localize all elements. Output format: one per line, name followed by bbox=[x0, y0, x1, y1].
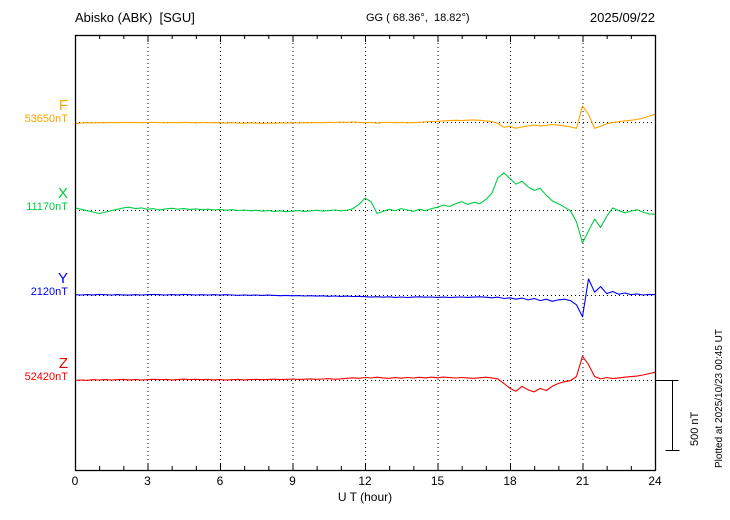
x-axis-title: U T (hour) bbox=[337, 490, 393, 504]
trace-f bbox=[74, 105, 656, 129]
series-label-x: X 11170nT bbox=[0, 186, 68, 214]
x-tick-label: 15 bbox=[430, 474, 445, 488]
plot-border bbox=[74, 34, 657, 472]
x-tick-label: 6 bbox=[216, 474, 224, 488]
x-tick-label: 21 bbox=[575, 474, 590, 488]
scale-bar-label: 500 nT bbox=[689, 411, 701, 446]
series-baseline-value: 52420nT bbox=[24, 371, 68, 383]
trace-x bbox=[74, 172, 656, 244]
series-letter: Y bbox=[57, 270, 68, 287]
series-label-z: Z 52420nT bbox=[0, 356, 68, 384]
series-letter: F bbox=[58, 97, 68, 114]
x-tick-label: 18 bbox=[503, 474, 517, 488]
x-tick-label: 0 bbox=[71, 474, 79, 488]
x-tick-label: 24 bbox=[648, 474, 662, 488]
series-baseline-value: 53650nT bbox=[24, 113, 68, 125]
series-label-f: F 53650nT bbox=[0, 98, 68, 126]
x-tick-label: 9 bbox=[289, 474, 296, 488]
series-label-y: Y 2120nT bbox=[0, 271, 68, 299]
plotted-timestamp-note: Plotted at 2025/10/23 00:45 UT bbox=[714, 329, 725, 468]
series-letter: Z bbox=[58, 355, 68, 372]
geographic-coords: GG ( 68.36°, 18.82°) bbox=[366, 12, 470, 24]
x-tick-label: 12 bbox=[358, 474, 372, 488]
trace-y bbox=[74, 278, 656, 318]
x-tick-label: 3 bbox=[144, 474, 151, 488]
series-letter: X bbox=[57, 185, 68, 202]
trace-z bbox=[74, 355, 656, 393]
series-baseline-value: 2120nT bbox=[30, 286, 68, 298]
observation-date: 2025/09/22 bbox=[589, 10, 655, 25]
station-title: Abisko (ABK) [SGU] bbox=[75, 10, 195, 25]
series-baseline-value: 11170nT bbox=[26, 201, 68, 213]
